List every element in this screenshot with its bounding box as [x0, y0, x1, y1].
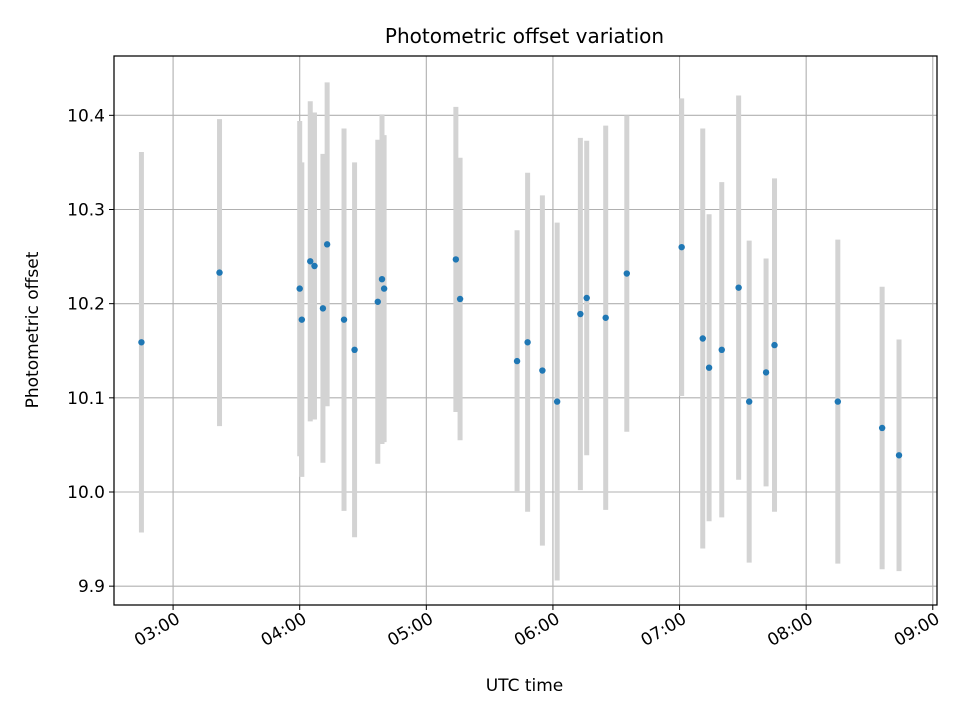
- data-point: [307, 258, 314, 265]
- data-point: [138, 339, 145, 346]
- data-point: [678, 243, 685, 251]
- data-point: [319, 305, 327, 312]
- y-axis-ticks: 9.9 10.0 10.1 10.2 10.3 10.4: [67, 106, 114, 597]
- data-point: [583, 294, 590, 302]
- data-point: [771, 341, 778, 349]
- y-tick-label: 9.9: [78, 577, 105, 597]
- data-point: [298, 316, 306, 323]
- data-point: [699, 335, 706, 342]
- data-point: [323, 241, 331, 248]
- data-point: [374, 298, 381, 305]
- data-point: [524, 339, 531, 346]
- data-point: [456, 295, 464, 303]
- data-point: [539, 367, 546, 374]
- data-point: [834, 398, 842, 405]
- data-point: [895, 452, 903, 459]
- x-axis-label: UTC time: [486, 676, 564, 696]
- data-point: [452, 256, 460, 263]
- data-point: [513, 357, 521, 365]
- data-point: [718, 346, 725, 354]
- data-point: [296, 285, 303, 292]
- data-point: [623, 270, 630, 277]
- data-point: [553, 398, 561, 405]
- data-point: [762, 369, 770, 376]
- plot-frame: [113, 55, 938, 606]
- y-tick-label: 10.2: [67, 295, 105, 315]
- data-point: [735, 284, 742, 291]
- data-point: [378, 275, 386, 283]
- data-points: [138, 241, 903, 459]
- data-point: [705, 364, 713, 371]
- data-point: [351, 346, 358, 354]
- y-tick-label: 10.4: [67, 106, 105, 126]
- data-point: [878, 424, 886, 432]
- y-tick-label: 10.3: [67, 200, 105, 220]
- data-point: [311, 262, 318, 270]
- chart-title: Photometric offset variation: [385, 24, 664, 48]
- data-point: [577, 310, 584, 318]
- data-point: [745, 398, 753, 405]
- data-point: [340, 316, 348, 323]
- y-axis-label: Photometric offset: [23, 251, 43, 408]
- data-point: [380, 285, 388, 292]
- y-tick-label: 10.0: [67, 483, 105, 503]
- data-point: [216, 269, 223, 276]
- y-tick-label: 10.1: [67, 389, 105, 409]
- data-point: [602, 314, 609, 321]
